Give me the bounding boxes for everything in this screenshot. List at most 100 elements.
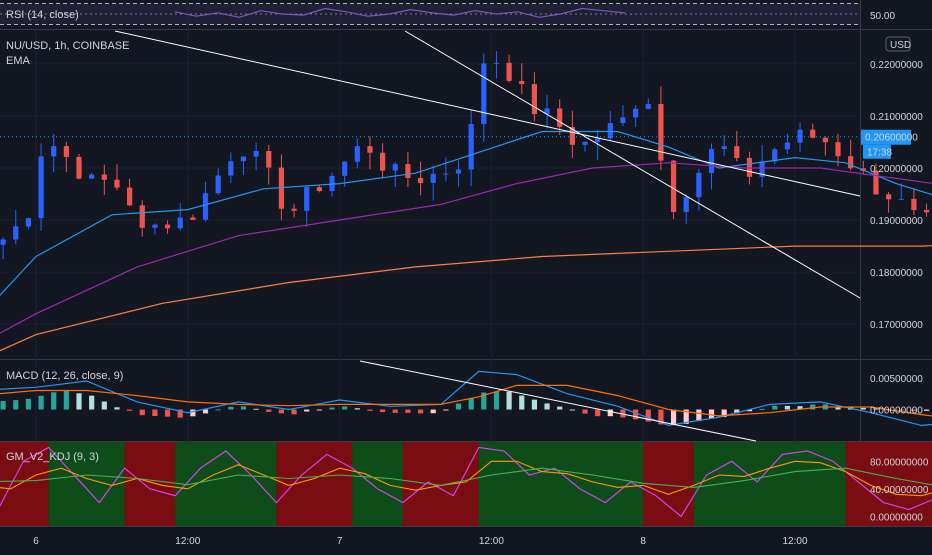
macd-title[interactable]: MACD (12, 26, close, 9) bbox=[6, 370, 123, 382]
candle-body[interactable] bbox=[240, 156, 247, 162]
plot-area[interactable] bbox=[0, 0, 860, 526]
candle-body[interactable] bbox=[266, 151, 272, 168]
candle-body[interactable] bbox=[304, 187, 310, 211]
candle-body[interactable] bbox=[582, 141, 588, 145]
candle-body[interactable] bbox=[569, 126, 575, 145]
macd-histogram-bar bbox=[202, 409, 209, 414]
candle-body[interactable] bbox=[76, 156, 82, 179]
candle-body[interactable] bbox=[139, 205, 145, 228]
candle-body[interactable] bbox=[13, 226, 19, 240]
candle-body[interactable] bbox=[923, 209, 930, 213]
candle-body[interactable] bbox=[772, 149, 778, 162]
price-tick-label: 0.17000000 bbox=[870, 320, 923, 331]
candle-body[interactable] bbox=[291, 208, 297, 211]
candle-body[interactable] bbox=[392, 164, 398, 171]
candle-body[interactable] bbox=[898, 198, 904, 200]
candle-body[interactable] bbox=[848, 156, 854, 169]
price-axis[interactable]: 0.22000000 0.21000000 0.20000000 0.19000000… bbox=[870, 60, 929, 524]
candle-body[interactable] bbox=[114, 179, 120, 188]
candle-body[interactable] bbox=[784, 142, 791, 150]
candle-body[interactable] bbox=[557, 108, 563, 127]
candle-body[interactable] bbox=[658, 103, 664, 161]
candle-body[interactable] bbox=[329, 175, 335, 192]
candle-body[interactable] bbox=[607, 123, 613, 139]
main-title[interactable]: NU/USD, 1h, COINBASE bbox=[6, 40, 129, 52]
candle-body[interactable] bbox=[633, 108, 639, 118]
candle-body[interactable] bbox=[835, 142, 841, 157]
candle-body[interactable] bbox=[810, 129, 816, 138]
macd-histogram-bar bbox=[164, 409, 171, 417]
candle-body[interactable] bbox=[405, 164, 411, 178]
candle-body[interactable] bbox=[430, 173, 436, 183]
candle-body[interactable] bbox=[177, 217, 183, 229]
candle-body[interactable] bbox=[101, 174, 107, 180]
candle-body[interactable] bbox=[721, 146, 727, 150]
candle-body[interactable] bbox=[886, 194, 892, 200]
candle-body[interactable] bbox=[342, 161, 348, 176]
candle-body[interactable] bbox=[455, 169, 462, 174]
descending-trendline-upper[interactable] bbox=[114, 30, 861, 197]
kdj-pane[interactable] bbox=[0, 446, 932, 518]
candle-body[interactable] bbox=[519, 80, 525, 85]
candle-body[interactable] bbox=[202, 193, 209, 220]
trendlines[interactable] bbox=[114, 30, 861, 442]
candle-body[interactable] bbox=[190, 217, 196, 220]
candle-body[interactable] bbox=[645, 103, 651, 109]
macd-histogram-bar bbox=[582, 409, 588, 414]
candle-body[interactable] bbox=[696, 172, 702, 198]
candle-body[interactable] bbox=[417, 177, 424, 183]
candle-body[interactable] bbox=[544, 108, 550, 115]
candle-body[interactable] bbox=[215, 175, 221, 194]
candle-body[interactable] bbox=[481, 63, 487, 125]
price-pane[interactable] bbox=[0, 51, 932, 360]
candle-body[interactable] bbox=[493, 62, 500, 64]
candle-body[interactable] bbox=[595, 138, 601, 142]
macd-histogram-bar bbox=[519, 395, 525, 410]
macd-histogram-bar bbox=[329, 407, 335, 410]
macd-histogram-bar bbox=[455, 403, 462, 410]
candle-body[interactable] bbox=[670, 160, 677, 212]
rsi-level-tick: 50.00 bbox=[870, 11, 895, 22]
candle-body[interactable] bbox=[797, 129, 803, 143]
macd-trendline[interactable] bbox=[359, 360, 757, 442]
candle-body[interactable] bbox=[531, 84, 538, 115]
candle-body[interactable] bbox=[468, 124, 474, 170]
candle-body[interactable] bbox=[367, 146, 373, 153]
candle-body[interactable] bbox=[354, 146, 360, 162]
candle-body[interactable] bbox=[443, 173, 449, 175]
candle-body[interactable] bbox=[228, 161, 234, 176]
candle-body[interactable] bbox=[51, 146, 57, 157]
candle-body[interactable] bbox=[759, 161, 765, 177]
candle-body[interactable] bbox=[152, 224, 158, 228]
ema-label[interactable]: EMA bbox=[6, 55, 31, 67]
rsi-title[interactable]: RSI (14, close) bbox=[6, 9, 79, 21]
candle-body[interactable] bbox=[746, 157, 753, 177]
candle-body[interactable] bbox=[25, 218, 32, 227]
macd-pane[interactable] bbox=[0, 370, 932, 427]
candle-body[interactable] bbox=[734, 146, 740, 158]
candle-body[interactable] bbox=[683, 197, 689, 212]
candle-body[interactable] bbox=[316, 187, 322, 192]
candle-body[interactable] bbox=[380, 152, 386, 171]
candle-body[interactable] bbox=[911, 198, 917, 210]
kdj-tick-label: 40.00000000 bbox=[870, 485, 929, 496]
candle-body[interactable] bbox=[873, 170, 879, 195]
candle-body[interactable] bbox=[0, 239, 6, 245]
candle-body[interactable] bbox=[253, 151, 259, 157]
currency-button[interactable]: USD bbox=[885, 36, 911, 52]
candle-body[interactable] bbox=[38, 156, 44, 219]
descending-trendline-steep[interactable] bbox=[404, 30, 861, 299]
candle-body[interactable] bbox=[164, 224, 171, 229]
macd-histogram-bar bbox=[114, 407, 120, 410]
candle-body[interactable] bbox=[89, 174, 95, 179]
candle-body[interactable] bbox=[63, 146, 69, 157]
kdj-title[interactable]: GM_V2_KDJ (9, 3) bbox=[6, 451, 99, 463]
candle-body[interactable] bbox=[127, 187, 133, 206]
candle-body[interactable] bbox=[506, 62, 512, 81]
candle-body[interactable] bbox=[620, 117, 626, 124]
candle-body[interactable] bbox=[708, 149, 715, 173]
candle-body[interactable] bbox=[822, 137, 828, 143]
